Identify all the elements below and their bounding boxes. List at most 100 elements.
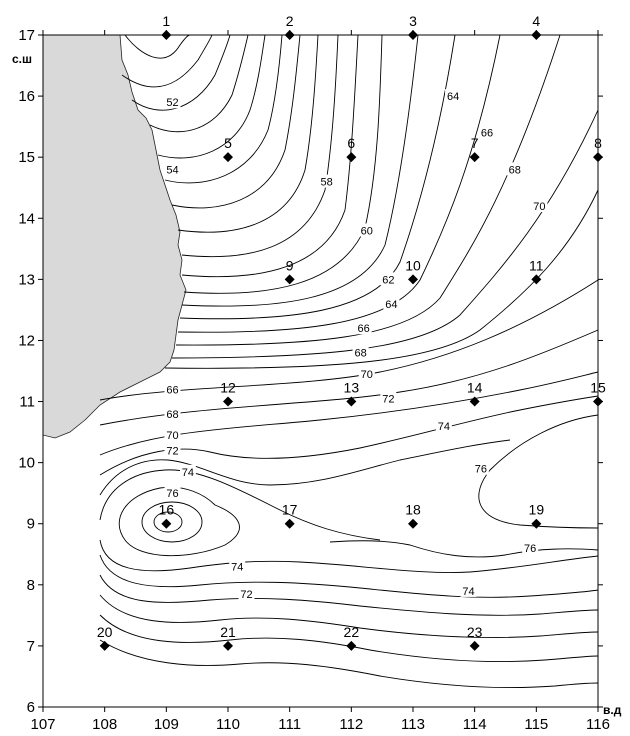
x-tick-label: 114	[463, 716, 487, 733]
station-label: 21	[220, 624, 236, 640]
y-tick-label: 14	[18, 210, 35, 227]
isoline-label-bg	[506, 162, 523, 176]
y-tick-label: 17	[18, 27, 35, 44]
x-tick-label: 111	[278, 716, 301, 733]
station-label: 16	[159, 502, 175, 518]
station-label: 22	[344, 624, 360, 640]
isoline-label-bg	[479, 125, 495, 139]
isoline-label-bg	[445, 89, 462, 103]
y-tick-label: 12	[18, 332, 35, 349]
station-label: 15	[590, 380, 606, 396]
y-tick-label: 9	[27, 516, 35, 533]
x-tick-label: 116	[586, 716, 610, 733]
station-label: 4	[532, 13, 540, 29]
x-tick-label: 108	[92, 716, 117, 733]
isoline-label: 62	[382, 274, 394, 286]
station-label: 23	[467, 624, 483, 640]
isoline-label-bg	[164, 486, 181, 500]
isoline-label: 60	[361, 225, 373, 237]
station-marker	[284, 274, 295, 285]
y-tick-label: 11	[19, 394, 35, 411]
isoline-label: 68	[509, 164, 521, 176]
isoline-label-bg	[164, 382, 181, 396]
isoline-label: 76	[166, 488, 178, 500]
isoline-label-bg	[164, 443, 181, 457]
x-tick-label: 113	[401, 716, 425, 733]
station-marker	[469, 152, 480, 163]
station-marker	[531, 30, 542, 40]
isoline-label: 66	[166, 384, 178, 396]
isoline-label-bg	[179, 464, 196, 478]
isoline-label-bg	[358, 367, 375, 381]
isoline-label: 76	[524, 543, 536, 555]
isoline-label: 64	[385, 299, 397, 311]
y-unit-label: с.ш	[12, 52, 32, 66]
station-marker	[223, 396, 233, 407]
station-marker	[593, 396, 603, 407]
station-label: 7	[471, 135, 479, 151]
isoline-label: 72	[166, 445, 178, 457]
isoline-label: 54	[166, 164, 178, 176]
station-marker	[469, 640, 480, 651]
x-tick-label: 109	[154, 716, 179, 733]
station-marker	[223, 640, 233, 651]
isoline-label: 58	[321, 177, 333, 189]
isoline-label-bg	[522, 541, 539, 555]
y-tick-label: 16	[18, 88, 35, 105]
isoline-label-bg	[238, 586, 255, 600]
isoline-label: 72	[382, 393, 394, 405]
station-label: 8	[594, 135, 602, 151]
isoline-label-bg	[164, 406, 181, 420]
x-unit-label: в.д	[603, 703, 622, 717]
station-marker	[408, 518, 418, 529]
station-label: 17	[282, 502, 298, 518]
isoline-label-bg	[435, 418, 452, 432]
station-label: 20	[97, 624, 113, 640]
station-label: 5	[224, 135, 232, 151]
isoline-label-bg	[460, 583, 477, 597]
isoline-label: 74	[182, 467, 194, 479]
station-marker	[223, 152, 233, 163]
station-marker	[531, 274, 542, 285]
isoline-label-bg	[164, 428, 181, 442]
station-marker	[161, 30, 172, 40]
isoline-label: 70	[166, 430, 178, 442]
isoline-label: 66	[481, 128, 493, 140]
isoline-label: 76	[475, 464, 487, 476]
isoline-label: 70	[533, 201, 545, 213]
station-label: 9	[286, 257, 294, 273]
x-tick-label: 112	[339, 716, 363, 733]
y-tick-label: 10	[18, 455, 35, 472]
y-tick-label: 6	[27, 699, 35, 716]
y-tick-label: 15	[18, 149, 35, 166]
isoline-label: 66	[358, 323, 370, 335]
station-marker	[346, 152, 357, 163]
station-marker	[531, 518, 542, 529]
plot-frame	[42, 34, 599, 708]
isoline-label-bg	[164, 162, 181, 176]
isoline-label-bg	[229, 559, 246, 573]
station-marker	[593, 152, 603, 163]
isoline-label: 52	[166, 97, 178, 109]
isoline-labels: 52 54 58 60 62 64 64 66 66 66 68 68 68 70 70 70 72 72 72 74…	[164, 89, 548, 601]
isoline-label-bg	[380, 391, 397, 405]
isoline-label: 74	[231, 561, 243, 573]
y-tick-label: 7	[27, 638, 35, 655]
isoline-label: 64	[447, 91, 459, 103]
station-marker	[408, 274, 418, 285]
isoline-label: 68	[354, 348, 366, 360]
isoline-label-bg	[355, 321, 372, 335]
isoline-label-bg	[472, 461, 489, 475]
station-label: 19	[529, 502, 545, 518]
station-label: 1	[162, 13, 170, 29]
isoline-label: 72	[240, 589, 252, 601]
axis-ticks: 107 108 109 110 111 112 113 114 115 1166789101112…	[18, 27, 610, 733]
station-label: 18	[405, 502, 421, 518]
isoline-label-bg	[531, 199, 548, 213]
station-label: 11	[529, 257, 544, 273]
y-tick-label: 8	[27, 577, 35, 594]
station-marker	[284, 30, 295, 40]
isoline-label-bg	[358, 223, 375, 237]
x-tick-label: 110	[216, 716, 240, 733]
